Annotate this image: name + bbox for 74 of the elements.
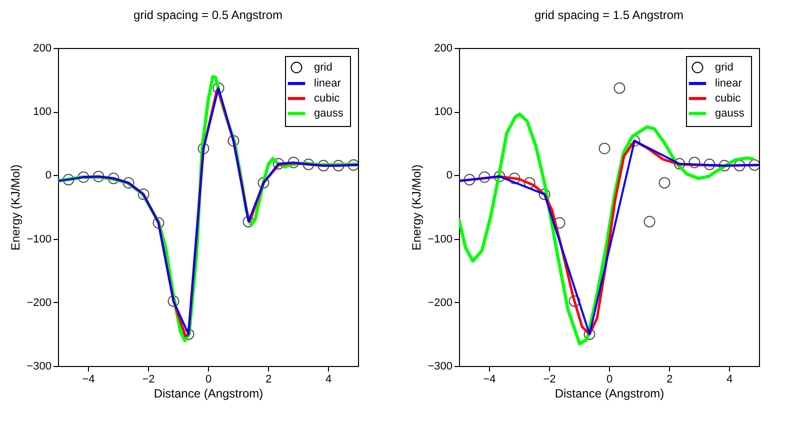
point <box>478 171 490 183</box>
x-tick-label: −2 <box>543 374 556 386</box>
legend-label: linear <box>715 78 742 90</box>
point <box>212 82 224 94</box>
point <box>348 159 358 171</box>
point <box>584 328 596 340</box>
x-tick-label: −4 <box>82 374 95 386</box>
y-axis-title: Energy (KJ/Mol) <box>8 164 23 251</box>
y-tick-label: −200 <box>428 296 452 309</box>
legend-label: cubic <box>715 92 742 104</box>
y-tick-label: −300 <box>428 360 452 372</box>
point <box>258 177 270 189</box>
point <box>674 158 686 170</box>
point <box>464 174 476 186</box>
point <box>198 142 210 154</box>
x-tick-label: −4 <box>483 374 496 386</box>
point <box>78 171 90 183</box>
y-tick-label: −200 <box>26 296 52 309</box>
line-series <box>459 112 754 346</box>
point <box>748 159 759 171</box>
y-tick-label: −100 <box>428 233 452 246</box>
x-tick-label: 0 <box>205 374 212 386</box>
point <box>614 82 626 94</box>
legend-label: linear <box>314 78 342 90</box>
legend-label: grid <box>314 62 332 74</box>
point <box>644 216 656 228</box>
y-tick-label: 0 <box>446 170 452 182</box>
x-tick-label: 0 <box>606 374 613 386</box>
point <box>734 160 746 172</box>
point <box>658 177 670 189</box>
legend-label: grid <box>715 62 734 74</box>
y-axis-title: Energy (KJ/Mol) <box>410 164 424 251</box>
y-tick-label: 100 <box>434 106 452 118</box>
point <box>152 217 164 229</box>
y-tick-label: −300 <box>26 360 52 372</box>
x-tick-label: 4 <box>726 374 733 386</box>
x-tick-label: 2 <box>265 374 272 386</box>
point <box>524 177 536 189</box>
x-axis-title: Distance (Angstrom) <box>154 386 264 400</box>
line-series <box>459 140 759 336</box>
point <box>228 135 240 147</box>
point <box>494 170 506 182</box>
point <box>272 158 284 170</box>
legend-label: gauss <box>314 108 344 120</box>
legend-label: cubic <box>314 92 340 104</box>
point <box>168 295 180 307</box>
x-tick-label: −2 <box>142 374 155 386</box>
point <box>568 295 580 307</box>
y-tick-label: 200 <box>33 42 52 54</box>
y-tick-label: −100 <box>26 233 52 246</box>
y-tick-label: 0 <box>45 170 52 182</box>
point <box>538 188 550 200</box>
point <box>288 156 300 168</box>
legend-label: gauss <box>715 108 745 120</box>
chart-title: grid spacing = 0.5 Angstrom <box>133 8 283 22</box>
point <box>332 160 344 172</box>
point <box>92 170 104 182</box>
y-tick-label: 100 <box>33 106 52 118</box>
point <box>318 160 330 172</box>
point <box>122 177 134 189</box>
point <box>718 160 730 172</box>
point <box>138 188 150 200</box>
point <box>302 158 314 170</box>
x-axis-title: Distance (Angstrom) <box>554 386 664 400</box>
point <box>688 156 700 168</box>
point <box>598 142 610 154</box>
chart-title: grid spacing = 1.5 Angstrom <box>534 8 684 22</box>
y-tick-label: 200 <box>434 42 452 54</box>
x-tick-label: 4 <box>325 374 332 386</box>
point <box>508 172 520 184</box>
point <box>108 172 120 184</box>
point <box>62 174 74 186</box>
x-tick-label: 2 <box>666 374 673 386</box>
point <box>704 158 716 170</box>
